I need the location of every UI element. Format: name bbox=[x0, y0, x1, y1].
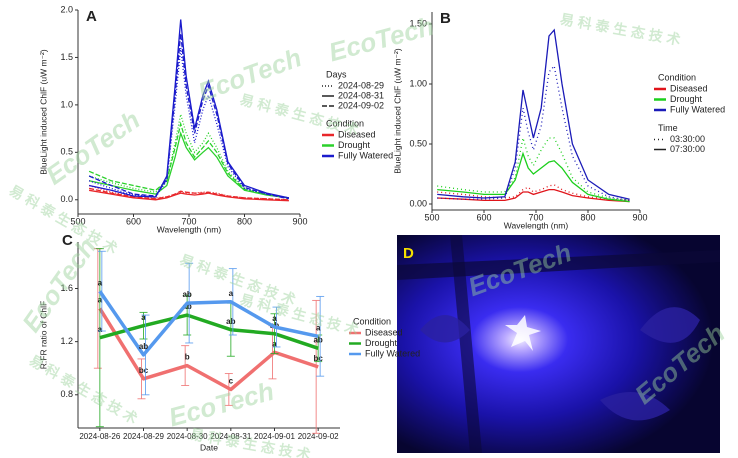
spectrum-line bbox=[88, 131, 289, 199]
spectrum-line bbox=[88, 33, 290, 200]
legend-label: Diseased bbox=[670, 83, 708, 93]
significance-letter: a bbox=[272, 314, 277, 323]
legend-label: Fully Watered bbox=[365, 348, 420, 358]
spectrum-line bbox=[88, 121, 289, 199]
spectrum-line bbox=[88, 187, 289, 201]
x-tick-label: 2024-08-30 bbox=[167, 432, 208, 441]
watermark-chinese: 易科泰生态技术 bbox=[189, 426, 316, 458]
x-tick-label: 2024-09-02 bbox=[298, 432, 339, 441]
y-tick-label: 0.50 bbox=[409, 138, 427, 148]
x-tick-label: 600 bbox=[476, 212, 491, 222]
series-line bbox=[98, 290, 319, 357]
series-line bbox=[99, 313, 319, 350]
x-tick-label: 2024-08-29 bbox=[123, 432, 164, 441]
legend-label: Drought bbox=[338, 140, 371, 150]
spectrum-line bbox=[437, 184, 630, 202]
watermark-brand: EcoTech bbox=[326, 11, 438, 68]
watermark-chinese: 易科泰生态技术 bbox=[27, 352, 144, 429]
significance-letter: a bbox=[98, 278, 103, 287]
significance-letter: b bbox=[185, 353, 190, 362]
x-axis-title: Wavelength (nm) bbox=[504, 220, 569, 230]
x-tick-label: 500 bbox=[424, 212, 439, 222]
photo-flower bbox=[505, 315, 541, 351]
legend-label: 03:30:00 bbox=[670, 134, 705, 144]
spectrum-line bbox=[437, 64, 630, 202]
significance-letter: a bbox=[229, 289, 234, 298]
significance-letter: ab bbox=[226, 317, 235, 326]
spectrum-line bbox=[88, 19, 290, 199]
y-tick-label: 1.2 bbox=[60, 336, 73, 346]
y-tick-label: 0.0 bbox=[60, 194, 73, 204]
y-tick-label: 1.0 bbox=[60, 99, 73, 109]
x-tick-label: 2024-08-26 bbox=[79, 432, 120, 441]
significance-letter: c bbox=[229, 377, 234, 386]
spectrum-line bbox=[88, 114, 290, 199]
legend-label: Fully Watered bbox=[338, 150, 393, 160]
legend-label: Fully Watered bbox=[670, 104, 725, 114]
x-tick-label: 700 bbox=[528, 212, 543, 222]
spectrum-line bbox=[437, 28, 630, 200]
significance-letter: ab bbox=[182, 302, 191, 311]
legend-title: Time bbox=[658, 123, 678, 133]
x-tick-label: 900 bbox=[632, 212, 647, 222]
y-tick-label: 1.50 bbox=[409, 18, 427, 28]
legend-label: 2024-08-29 bbox=[338, 80, 384, 90]
y-tick-label: 0.8 bbox=[60, 389, 73, 399]
x-tick-label: 600 bbox=[126, 216, 141, 226]
charts: 0.0 0.5 1.0 1.5 2.0 A Wavelength (nm) BlueLight… bbox=[38, 4, 725, 452]
significance-letter: ab bbox=[313, 335, 322, 344]
y-tick-label: 2.0 bbox=[60, 4, 73, 14]
photo: D bbox=[397, 235, 720, 453]
legend-title: Days bbox=[326, 69, 347, 79]
x-tick-label: 500 bbox=[70, 216, 85, 226]
spectrum-line bbox=[437, 151, 630, 203]
legend-label: 2024-08-31 bbox=[338, 90, 384, 100]
panel-label: D bbox=[403, 245, 414, 262]
legend-title: Condition bbox=[353, 316, 391, 326]
y-tick-label: 1.5 bbox=[60, 52, 73, 62]
panel-label: B bbox=[440, 10, 451, 27]
y-tick-label: 0.00 bbox=[409, 198, 427, 208]
y-axis-title: R:FR ratio of ChlF bbox=[38, 301, 48, 370]
x-axis-title: Wavelength (nm) bbox=[157, 224, 222, 234]
legend-title: Condition bbox=[658, 72, 696, 82]
legend-label: Diseased bbox=[338, 129, 376, 139]
spectrum-line bbox=[437, 188, 630, 203]
legend-title: Condition bbox=[326, 118, 364, 128]
x-tick-label: 700 bbox=[181, 216, 196, 226]
photo-beam bbox=[397, 250, 720, 280]
y-tick-label: 0.5 bbox=[60, 147, 73, 157]
legend-label: 2024-09-02 bbox=[338, 100, 384, 110]
significance-letter: a bbox=[316, 323, 321, 332]
y-tick-label: 1.6 bbox=[60, 283, 73, 293]
y-axis-title: BlueLight induced ChlF (uW m⁻²) bbox=[392, 48, 402, 174]
significance-letter: ab bbox=[139, 342, 148, 351]
watermark-brand: EcoTech bbox=[16, 232, 102, 337]
y-tick-label: 1.00 bbox=[409, 78, 427, 88]
series-line bbox=[98, 307, 319, 392]
x-tick-label: 2024-08-31 bbox=[210, 432, 251, 441]
significance-letter: a bbox=[141, 313, 146, 322]
panel-label: A bbox=[86, 8, 97, 25]
legend-label: 07:30:00 bbox=[670, 144, 705, 154]
spectrum-line bbox=[437, 137, 630, 202]
significance-letter: ab bbox=[182, 290, 191, 299]
x-tick-label: 900 bbox=[292, 216, 307, 226]
photo-leaves bbox=[420, 307, 700, 421]
x-tick-label: 800 bbox=[237, 216, 252, 226]
legend-label: Diseased bbox=[365, 327, 403, 337]
photo-post bbox=[450, 235, 482, 453]
panel-label: C bbox=[62, 232, 73, 249]
x-tick-label: 2024-09-01 bbox=[254, 432, 295, 441]
watermark-chinese: 易科泰生态技术 bbox=[559, 11, 686, 49]
legend-label: Drought bbox=[365, 338, 398, 348]
spectrum-line bbox=[88, 189, 289, 202]
significance-letter: bc bbox=[139, 366, 149, 375]
x-tick-label: 800 bbox=[580, 212, 595, 222]
x-axis-title: Date bbox=[200, 442, 218, 452]
legend-label: Drought bbox=[670, 94, 703, 104]
significance-letter: a bbox=[98, 325, 103, 334]
y-axis-title: BlueLight induced ChlF (uW m⁻²) bbox=[38, 49, 48, 175]
